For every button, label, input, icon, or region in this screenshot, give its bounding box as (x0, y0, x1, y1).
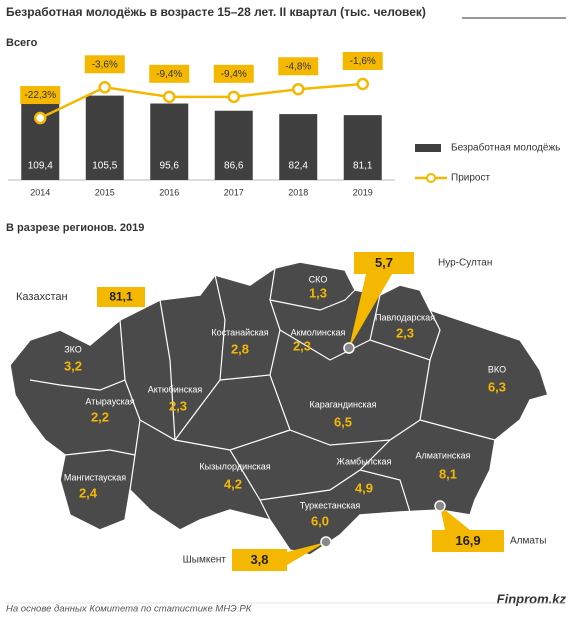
region-name: Костанайская (211, 327, 268, 337)
bar (279, 114, 318, 180)
legend-label: Прирост (451, 173, 490, 184)
region-value: 2,3 (169, 398, 187, 413)
region-value: 2,4 (79, 485, 98, 500)
label-box (84, 55, 125, 74)
region-value: 6,0 (311, 513, 329, 528)
marker (292, 83, 305, 96)
source-note: На основе данных Комитета по статистике … (6, 604, 253, 615)
region-name: ЗКО (64, 344, 82, 354)
x-tick-label: 2016 (159, 187, 179, 197)
title: Безработная молодёжь в возрасте 15–28 ле… (6, 5, 426, 19)
marker (34, 111, 47, 125)
x-tick-label: 2014 (30, 187, 50, 197)
city-dot (320, 536, 332, 548)
region-name: СКО (309, 274, 328, 284)
bar-value-label: 109,4 (28, 161, 53, 172)
region-name: ВКО (488, 364, 506, 374)
line-value-label: -3,6% (92, 59, 118, 70)
region-value: 6,3 (488, 379, 506, 394)
bar-value-label: 86,6 (224, 161, 244, 172)
region-value: 6,5 (334, 414, 352, 429)
brand: Finprom.kz (497, 591, 567, 606)
line-value-label: -4,8% (285, 61, 311, 72)
marker (227, 90, 240, 104)
region-value: 3,2 (64, 358, 82, 373)
city-box (354, 252, 414, 274)
bar-value-label: 95,6 (160, 161, 180, 172)
x-tick-label: 2019 (353, 187, 373, 197)
city-dot (343, 342, 355, 354)
city-name: Шымкент (183, 555, 227, 566)
city-name: Алматы (510, 536, 547, 547)
region-value: 8,1 (439, 466, 457, 481)
region-name: Акмолинская (291, 327, 346, 337)
region-value: 2,3 (293, 338, 311, 353)
city-value: 5,7 (375, 255, 393, 270)
region-name: Кызылординская (199, 461, 270, 471)
city-box (232, 549, 287, 571)
city-box (432, 530, 504, 552)
x-tick-label: 2018 (288, 187, 308, 197)
x-tick-label: 2017 (224, 187, 244, 197)
total-box (97, 287, 145, 307)
legend-swatch (426, 173, 436, 183)
city-value: 3,8 (250, 552, 268, 567)
label-box (213, 64, 254, 83)
bar (343, 115, 382, 180)
region-name: Павлодарская (375, 312, 435, 322)
marker (163, 90, 176, 104)
label-box (149, 64, 190, 83)
bar-value-label: 82,4 (289, 161, 309, 172)
x-tick-label: 2015 (95, 187, 115, 197)
region-name: Мангистауская (64, 472, 126, 482)
city-dot (434, 500, 446, 512)
marker (356, 77, 369, 91)
legend-swatch (415, 144, 441, 152)
region-name: Карагандинская (309, 399, 376, 409)
region-value: 2,8 (231, 341, 249, 356)
callout-pointer (287, 542, 326, 565)
total-name: Казахстан (16, 291, 68, 303)
map-heading: В разрезе регионов. 2019 (6, 222, 144, 234)
region-value: 2,2 (91, 409, 109, 424)
callout-pointer (440, 506, 470, 530)
subtitle: Всего (6, 37, 38, 49)
region-value: 2,3 (396, 325, 414, 340)
bar (214, 110, 253, 180)
bar (150, 103, 189, 180)
region-value: 4,2 (224, 476, 242, 491)
line-value-label: -1,6% (350, 56, 376, 67)
bar (85, 95, 124, 180)
bar (21, 92, 60, 180)
bar-value-label: 81,1 (353, 161, 373, 172)
city-name: Нур-Султан (438, 258, 492, 269)
region-name: Туркестанская (300, 500, 361, 510)
region-value: 1,3 (309, 285, 327, 300)
region-value: 4,9 (355, 480, 373, 495)
callout-pointer (349, 274, 392, 348)
line-value-label: -22,3% (24, 90, 56, 101)
label-box (20, 86, 61, 105)
line (39, 82, 363, 120)
region-name: Жамбылская (337, 456, 392, 466)
label-box (342, 52, 383, 70)
marker (98, 81, 111, 94)
label-box (278, 57, 319, 76)
line-value-label: -9,4% (156, 69, 182, 80)
region-name: Актюбинская (148, 384, 203, 394)
city-value: 16,9 (455, 533, 480, 548)
region-name: Атырауская (85, 396, 134, 406)
legend-label: Безработная молодёжь (451, 142, 560, 154)
bar-value-label: 105,5 (92, 161, 117, 172)
line-value-label: -9,4% (221, 69, 247, 80)
region-name: Алматинская (416, 450, 471, 460)
total-value: 81,1 (109, 290, 133, 304)
